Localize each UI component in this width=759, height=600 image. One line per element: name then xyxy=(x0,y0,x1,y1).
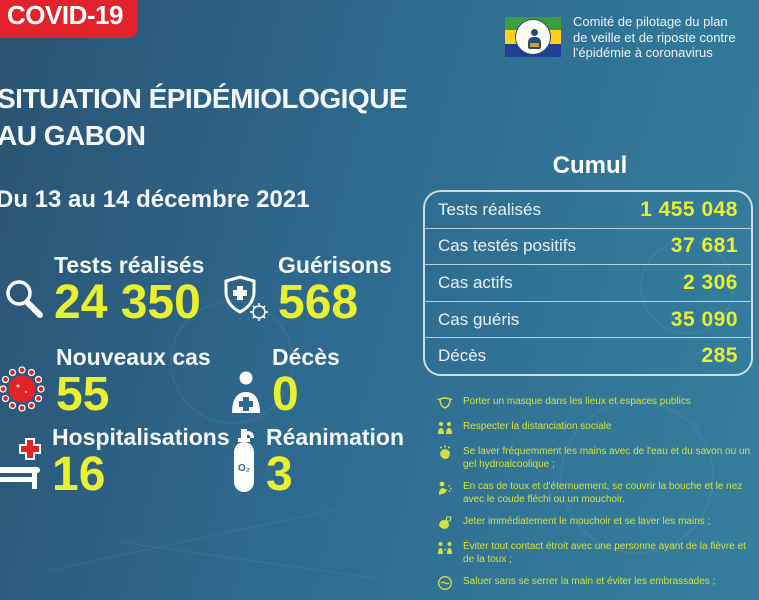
committee-line: de veille et de riposte contre xyxy=(573,29,736,45)
handwash-icon xyxy=(440,445,450,459)
virus-watermark xyxy=(560,400,714,554)
table-row: Cas testés positifs 37 681 xyxy=(425,229,751,266)
recommendation-text: Respecter la distanciation sociale xyxy=(463,421,612,432)
health-recommendations: Porter un masque dans les lieux et espac… xyxy=(437,396,755,600)
stat-deces: Décès 0 xyxy=(228,344,340,420)
cumul-table: Tests réalisés 1 455 048 Cas testés posi… xyxy=(423,190,753,376)
svg-text:O₂: O₂ xyxy=(238,463,250,474)
cough-elbow-icon xyxy=(439,481,452,495)
hospital-bed-icon xyxy=(0,433,44,500)
cumul-title: Cumul xyxy=(552,152,628,179)
stat-hospitalisations: Hospitalisations 16 xyxy=(0,424,230,500)
stat-label: Guérisons xyxy=(278,252,392,278)
recommendation-text: En cas de toux et d'éternuement, se couv… xyxy=(463,481,743,505)
network-line xyxy=(121,541,379,580)
committee-line: l'épidémie à coronavirus xyxy=(573,45,713,60)
recommendation-text: Éviter tout contact étroit avec une pers… xyxy=(463,541,746,565)
row-value: 35 090 xyxy=(670,307,738,331)
recommendation-text: Se laver fréquemment les mains avec de l… xyxy=(463,446,751,470)
recommendation-text: Jeter immédiatement le mouchoir et se la… xyxy=(463,516,711,527)
row-value: 1 455 048 xyxy=(640,197,738,221)
no-handshake-icon xyxy=(438,576,452,590)
table-row: Cas actifs 2 306 xyxy=(425,265,751,302)
committee-name: Comité de pilotage du plan de veille et … xyxy=(573,14,759,61)
table-row: Cas guéris 35 090 xyxy=(425,302,751,339)
row-label: Cas actifs xyxy=(438,272,513,292)
person-cross-icon xyxy=(228,369,264,420)
covid-banner-label: COVID-19 xyxy=(7,0,123,30)
distancing-icon xyxy=(438,422,452,434)
list-item: Porter un masque dans les lieux et espac… xyxy=(437,396,755,411)
reporting-period: Du 13 au 14 décembre 2021 xyxy=(0,186,310,213)
stat-value: 55 xyxy=(56,368,110,421)
stat-label: Décès xyxy=(272,344,340,370)
stat-label: Réanimation xyxy=(266,424,405,450)
list-item: Éviter tout contact étroit avec une pers… xyxy=(437,541,755,566)
coat-of-arms-emblem xyxy=(515,19,551,55)
list-item: Se laver fréquemment les mains avec de l… xyxy=(437,445,755,471)
stat-value: 0 xyxy=(272,368,299,421)
oxygen-tank-icon: O₂ xyxy=(230,429,258,500)
recommendation-text: Saluer sans se serrer la main et éviter … xyxy=(463,576,716,587)
mask-icon xyxy=(437,397,453,409)
network-line xyxy=(43,508,337,573)
virus-watermark xyxy=(170,300,294,424)
stat-nouveaux-cas: Nouveaux cas 55 xyxy=(0,344,211,420)
virus-icon xyxy=(0,363,48,420)
stat-label: Nouveaux cas xyxy=(56,344,211,370)
recommendation-text: Porter un masque dans les lieux et espac… xyxy=(463,396,691,407)
table-row: Tests réalisés 1 455 048 xyxy=(425,192,751,229)
list-item: Jeter immédiatement le mouchoir et se la… xyxy=(437,516,755,531)
stat-tests-realises: Tests réalisés 24 350 xyxy=(2,252,204,328)
virus-watermark xyxy=(640,240,734,334)
row-label: Cas guéris xyxy=(438,309,520,329)
stat-guerisons: Guérisons 568 xyxy=(220,252,392,328)
list-item: Saluer sans se serrer la main et éviter … xyxy=(437,576,755,591)
magnifier-icon xyxy=(2,275,46,328)
row-value: 2 306 xyxy=(682,270,738,294)
stat-value: 16 xyxy=(52,448,106,501)
tissue-icon xyxy=(439,516,452,529)
list-item: En cas de toux et d'éternuement, se couv… xyxy=(437,481,755,506)
row-label: Tests réalisés xyxy=(438,199,541,219)
avoid-contact-icon xyxy=(438,542,452,554)
stat-label: Tests réalisés xyxy=(54,252,205,278)
row-label: Décès xyxy=(438,346,487,366)
stat-reanimation: O₂ Réanimation 3 xyxy=(230,424,404,500)
stat-value: 24 350 xyxy=(54,276,201,329)
row-value: 37 681 xyxy=(670,234,738,258)
row-value: 285 xyxy=(701,344,738,368)
gabon-flag-logo xyxy=(505,17,561,57)
stat-value: 568 xyxy=(278,276,359,329)
list-item: Respecter la distanciation sociale xyxy=(437,421,755,436)
shield-cross-icon xyxy=(220,271,270,328)
row-label: Cas testés positifs xyxy=(438,236,576,256)
stat-label: Hospitalisations xyxy=(52,424,230,450)
covid-banner: COVID-19 xyxy=(0,0,138,38)
committee-line: Comité de pilotage du plan xyxy=(573,14,728,29)
table-row: Décès 285 xyxy=(425,338,751,374)
page-title: SITUATION ÉPIDÉMIOLOGIQUE AU GABON xyxy=(0,83,408,151)
stat-value: 3 xyxy=(266,448,293,501)
